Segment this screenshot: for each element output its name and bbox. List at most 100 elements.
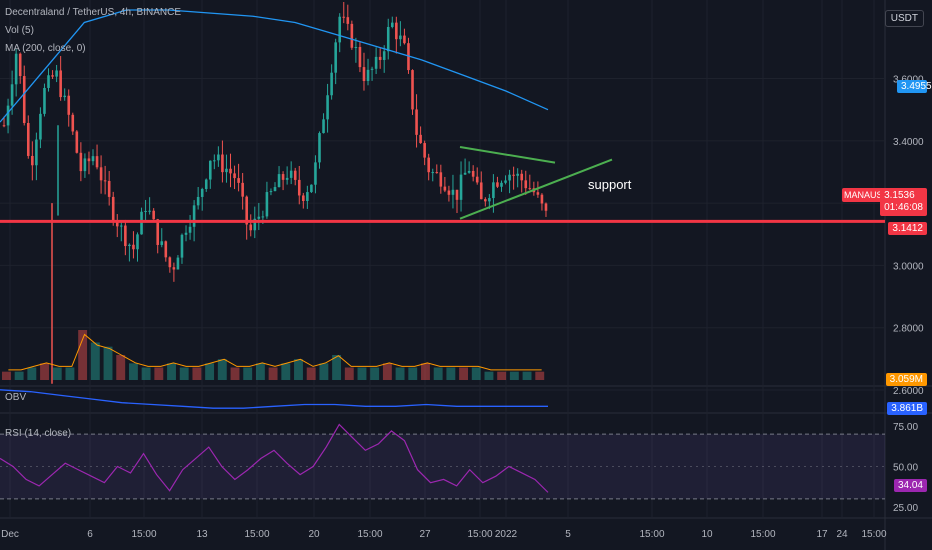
candle-body xyxy=(265,192,269,217)
candle-body xyxy=(192,205,196,227)
volume-bar xyxy=(509,371,519,380)
candle-body xyxy=(439,172,443,187)
time-tick-label: 13 xyxy=(196,529,208,540)
candle-body xyxy=(289,170,293,178)
volume-bar xyxy=(446,367,456,380)
candle-body xyxy=(180,234,184,258)
candle-body xyxy=(306,192,309,202)
rsi-line xyxy=(0,423,549,493)
obv-legend[interactable]: OBV xyxy=(5,392,27,403)
volume-bar xyxy=(14,371,24,380)
candle-body xyxy=(516,173,519,176)
symbol-legend[interactable]: Decentraland / TetherUS, 4h, BINANCE xyxy=(5,7,182,18)
candle-body xyxy=(293,170,297,180)
candle-body xyxy=(455,189,459,200)
rsi-tick-label: 50.00 xyxy=(893,463,918,474)
candle-body xyxy=(350,23,354,48)
candle-body xyxy=(249,224,253,231)
candle-body xyxy=(370,68,374,70)
candle-body xyxy=(342,16,346,18)
candle-body xyxy=(281,174,285,180)
candle-body xyxy=(467,170,471,173)
candle-body xyxy=(63,95,66,98)
price-tick-label: 3.0000 xyxy=(893,261,924,272)
ma-200-line xyxy=(0,9,549,123)
bar-countdown: 01:46:08 xyxy=(884,202,923,213)
candle-body xyxy=(443,186,447,191)
candle-body xyxy=(479,182,483,200)
time-tick-label: 6 xyxy=(87,529,93,540)
time-tick-label: 20 xyxy=(308,529,320,540)
last-price: 3.1536 xyxy=(884,190,915,201)
candle-body xyxy=(492,182,495,199)
candle-body xyxy=(120,225,123,227)
rsi-legend[interactable]: RSI (14, close) xyxy=(5,428,72,439)
volume-bar xyxy=(268,367,278,380)
volume-bar xyxy=(116,355,126,380)
volume-bar xyxy=(497,371,507,380)
candle-body xyxy=(471,170,475,177)
volume-bar xyxy=(65,367,75,380)
candle-body xyxy=(10,84,14,106)
candle-body xyxy=(99,167,103,181)
volume-bar xyxy=(27,367,37,380)
volume-bar xyxy=(281,363,291,380)
candle-body xyxy=(43,87,46,114)
vol-legend[interactable]: Vol (5) xyxy=(5,25,34,36)
candle-body xyxy=(536,192,540,195)
candle-body xyxy=(204,179,208,190)
currency-button[interactable]: USDT xyxy=(884,10,924,27)
candle-body xyxy=(395,22,398,40)
rsi-tick-label: 25.00 xyxy=(893,503,918,514)
volume-bar xyxy=(535,371,545,380)
candle-body xyxy=(87,158,91,162)
candle-body xyxy=(326,95,329,120)
volume-bar xyxy=(344,367,354,380)
candle-body xyxy=(261,216,265,218)
volume-bar xyxy=(459,367,469,380)
volume-bar xyxy=(484,371,494,380)
candle-body xyxy=(22,76,26,123)
candle-body xyxy=(196,196,200,206)
candle-body xyxy=(310,184,313,193)
candle-body xyxy=(144,210,147,212)
volume-bar xyxy=(255,363,265,380)
volume-bar xyxy=(332,355,342,380)
candle-body xyxy=(128,244,131,247)
volume-bar xyxy=(141,367,151,380)
candle-body xyxy=(484,199,487,202)
candle-body xyxy=(500,182,503,187)
candle-body xyxy=(403,35,406,44)
time-tick-label: 15:00 xyxy=(131,529,156,540)
price-tick-label: 2.8000 xyxy=(893,324,924,335)
obv-line xyxy=(0,389,548,409)
volume-bar xyxy=(192,367,202,380)
candle-body xyxy=(257,216,261,219)
volume-bar xyxy=(230,367,240,380)
volume-bar xyxy=(90,342,100,380)
volume-bar xyxy=(370,367,380,380)
ma-legend[interactable]: MA (200, close, 0) xyxy=(5,43,86,54)
volume-bar xyxy=(78,330,88,380)
candle-body xyxy=(253,218,257,231)
candle-body xyxy=(160,241,164,245)
rsi-tick-label: 75.00 xyxy=(893,422,918,433)
time-tick-label: 15:00 xyxy=(244,529,269,540)
candle-body xyxy=(504,180,507,183)
candle-body xyxy=(366,69,370,81)
support-annotation: support xyxy=(588,177,632,192)
candle-body xyxy=(269,191,273,193)
candle-body xyxy=(95,156,99,168)
rsi-band-fill xyxy=(0,434,885,499)
volume-bar xyxy=(40,363,49,380)
candle-body xyxy=(200,189,204,197)
candle-body xyxy=(512,174,515,176)
candle-body xyxy=(390,22,394,27)
candle-body xyxy=(6,105,10,126)
obv-value-badge: 3.861B xyxy=(887,402,927,415)
candle-body xyxy=(524,180,528,189)
candle-body xyxy=(124,225,127,247)
candle-body xyxy=(225,168,228,173)
